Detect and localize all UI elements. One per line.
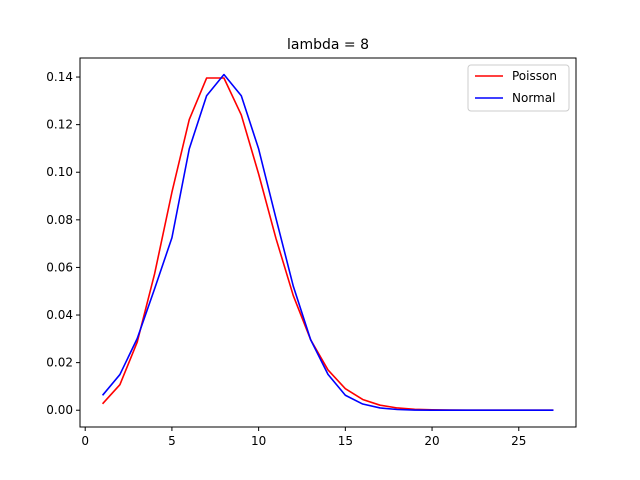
- y-tick-label: 0.02: [46, 356, 73, 370]
- legend-label-poisson: Poisson: [512, 69, 557, 83]
- y-tick-label: 0.06: [46, 260, 73, 274]
- series-line-normal: [101, 73, 554, 412]
- chart-title: lambda = 8: [287, 37, 369, 53]
- y-tick-label: 0.10: [46, 165, 73, 179]
- x-axis: 0 5 10 15 20 25: [81, 427, 526, 448]
- plot-lines: [101, 73, 554, 412]
- y-axis: 0.00 0.02 0.04 0.06 0.08 0.10 0.12 0.14: [46, 70, 80, 417]
- y-tick-label: 0.14: [46, 70, 73, 84]
- x-tick-label: 5: [168, 434, 176, 448]
- x-tick-label: 10: [251, 434, 266, 448]
- y-tick-label: 0.12: [46, 118, 73, 132]
- plot-frame: [79, 57, 577, 428]
- x-tick-label: 0: [81, 434, 89, 448]
- y-tick-label: 0.08: [46, 213, 73, 227]
- legend-label-normal: Normal: [512, 91, 555, 105]
- legend: Poisson Normal: [467, 64, 570, 112]
- y-tick-label: 0.04: [46, 308, 73, 322]
- x-tick-label: 20: [424, 434, 439, 448]
- y-tick-label: 0.00: [46, 403, 73, 417]
- x-tick-label: 25: [511, 434, 526, 448]
- x-tick-label: 15: [338, 434, 353, 448]
